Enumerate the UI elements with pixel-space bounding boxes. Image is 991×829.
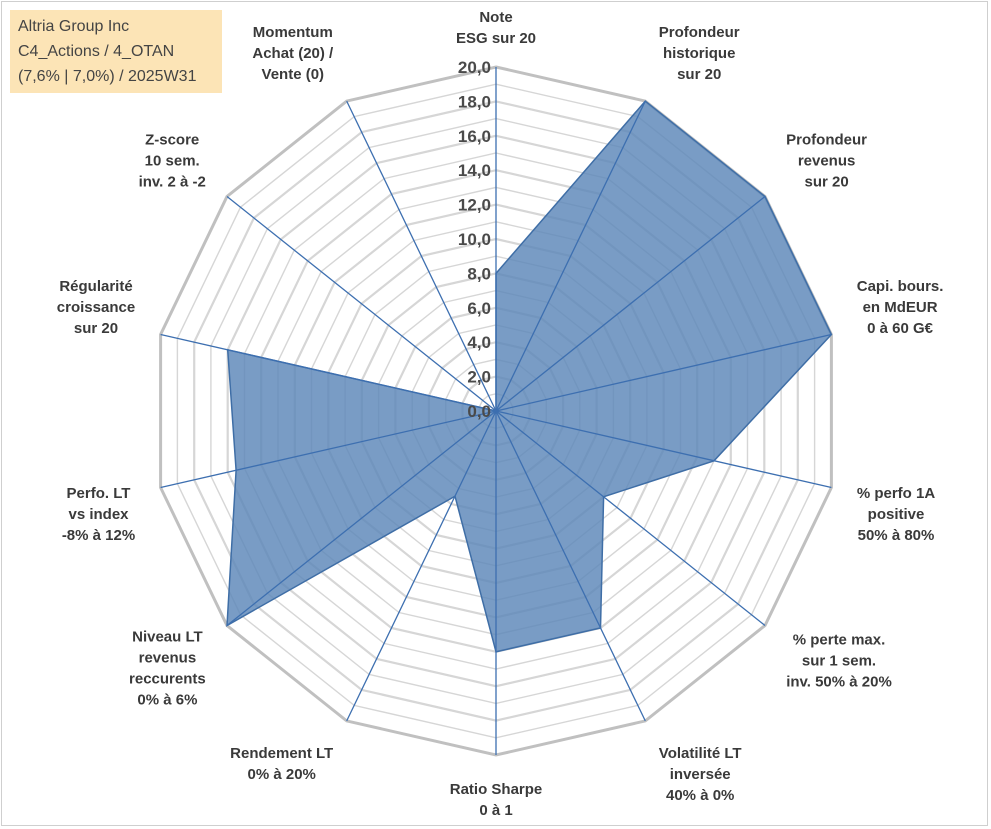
category-label-line: Capi. bours. xyxy=(857,278,944,295)
category-label-7: Ratio Sharpe 0 à 1 xyxy=(450,781,543,819)
axis-spoke-6 xyxy=(495,410,646,722)
axis-spoke-1 xyxy=(495,100,646,412)
category-label-line: Achat (20) / xyxy=(252,45,334,62)
axis-spoke-13 xyxy=(346,100,497,412)
category-label-11: Régularité croissance sur 20 xyxy=(57,278,135,337)
category-label-line: historique xyxy=(663,45,736,62)
category-label-13: Momentum Achat (20) / Vente (0) xyxy=(252,24,334,83)
category-label-line: Note xyxy=(479,9,512,26)
category-label-line: 0% à 6% xyxy=(137,692,197,709)
category-label-line: 0% à 20% xyxy=(248,766,316,783)
category-label-line: Volatilité LT xyxy=(659,745,742,762)
category-label-line: 50% à 80% xyxy=(858,527,935,544)
axis-spoke-2 xyxy=(495,195,766,412)
category-label-line: 10 sem. xyxy=(145,152,200,169)
tick-label: 6,0 xyxy=(467,299,491,318)
category-label-line: Ratio Sharpe xyxy=(450,781,543,798)
tick-label: 10,0 xyxy=(458,230,491,249)
category-label-line: Régularité xyxy=(59,278,132,295)
tick-label: 20,0 xyxy=(458,58,491,77)
axis-spoke-3 xyxy=(495,333,832,412)
axis-spoke-9 xyxy=(226,410,497,627)
category-label-line: Profondeur xyxy=(786,131,867,148)
axis-spoke-10 xyxy=(160,410,497,489)
tick-label: 2,0 xyxy=(467,368,491,387)
category-label-line: inv. 50% à 20% xyxy=(786,674,892,691)
category-label-line: inversée xyxy=(670,766,731,783)
category-label-line: 0 à 1 xyxy=(479,802,512,819)
category-label-line: sur 20 xyxy=(74,320,118,337)
category-label-0: Note ESG sur 20 xyxy=(456,9,536,47)
category-label-2: Profondeur revenus sur 20 xyxy=(786,131,867,190)
category-label-line: 40% à 0% xyxy=(666,787,734,804)
info-box: Altria Group Inc C4_Actions / 4_OTAN (7,… xyxy=(10,10,222,93)
category-label-line: % perfo 1A xyxy=(857,485,936,502)
category-label-line: Momentum xyxy=(253,24,333,41)
category-label-10: Perfo. LT vs index -8% à 12% xyxy=(62,485,135,544)
category-label-line: -8% à 12% xyxy=(62,527,135,544)
category-label-line: Profondeur xyxy=(659,24,740,41)
category-label-line: revenus xyxy=(798,152,856,169)
category-label-line: Rendement LT xyxy=(230,745,333,762)
category-label-line: croissance xyxy=(57,299,135,316)
category-label-3: Capi. bours. en MdEUR 0 à 60 G€ xyxy=(857,278,944,337)
category-label-line: Z-score xyxy=(145,131,199,148)
category-label-6: Volatilité LT inversée 40% à 0% xyxy=(659,745,742,804)
axis-spoke-5 xyxy=(495,410,766,627)
tick-label: 0,0 xyxy=(467,402,491,421)
axis-spoke-8 xyxy=(346,410,497,722)
tick-label: 18,0 xyxy=(458,92,491,111)
category-label-line: Vente (0) xyxy=(262,66,325,83)
category-label-line: positive xyxy=(868,506,925,523)
info-yield-period: (7,6% | 7,0%) / 2025W31 xyxy=(18,68,197,85)
category-label-9: Niveau LT revenus reccurents 0% à 6% xyxy=(129,629,206,709)
category-label-line: sur 1 sem. xyxy=(802,653,876,670)
tick-label: 4,0 xyxy=(467,333,491,352)
category-label-12: Z-score 10 sem. inv. 2 à -2 xyxy=(139,131,206,190)
category-label-line: en MdEUR xyxy=(863,299,938,316)
category-label-layer: Note ESG sur 20 Profondeur historique sur 20… xyxy=(57,9,944,819)
axis-spoke-11 xyxy=(160,333,497,412)
category-label-8: Rendement LT 0% à 20% xyxy=(230,745,333,783)
category-label-line: Niveau LT xyxy=(132,629,203,646)
axis-spoke-12 xyxy=(226,195,497,412)
tick-label: 14,0 xyxy=(458,161,491,180)
series-area xyxy=(226,100,833,653)
category-label-line: % perte max. xyxy=(793,632,886,649)
axis-spoke-4 xyxy=(495,410,832,489)
category-label-line: Perfo. LT xyxy=(67,485,131,502)
category-label-4: % perfo 1A positive 50% à 80% xyxy=(857,485,936,544)
category-label-line: reccurents xyxy=(129,671,206,688)
category-label-line: sur 20 xyxy=(677,66,721,83)
info-category: C4_Actions / 4_OTAN xyxy=(18,43,175,60)
category-label-line: ESG sur 20 xyxy=(456,30,536,47)
info-company-name: Altria Group Inc xyxy=(18,18,130,35)
category-label-line: 0 à 60 G€ xyxy=(867,320,934,337)
category-label-1: Profondeur historique sur 20 xyxy=(659,24,740,83)
category-label-line: inv. 2 à -2 xyxy=(139,173,206,190)
tick-label: 8,0 xyxy=(467,264,491,283)
tick-label: 16,0 xyxy=(458,127,491,146)
tick-layer: 0,0 2,0 4,0 6,0 8,0 10,0 12,0 14,0 16,0 18,0 20,0 xyxy=(458,58,491,421)
category-label-line: sur 20 xyxy=(804,173,848,190)
tick-label: 12,0 xyxy=(458,196,491,215)
category-label-line: vs index xyxy=(68,506,129,523)
series-layer xyxy=(226,100,833,653)
category-label-5: % perte max. sur 1 sem. inv. 50% à 20% xyxy=(786,632,892,691)
category-label-line: revenus xyxy=(139,650,197,667)
spoke-layer xyxy=(160,67,832,755)
